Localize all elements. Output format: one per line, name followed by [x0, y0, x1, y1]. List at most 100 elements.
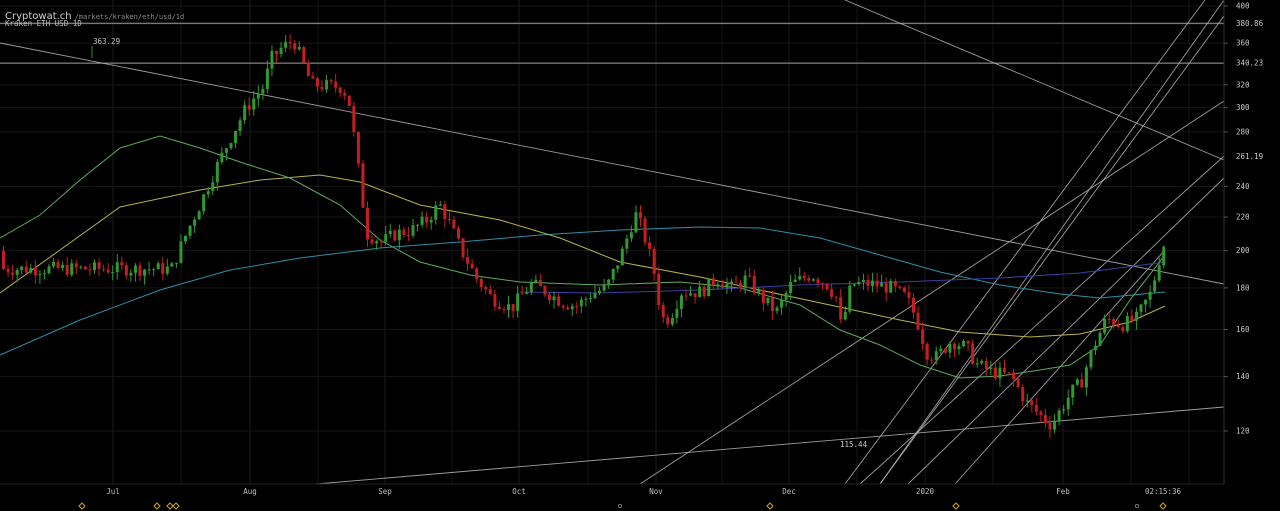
candle-body — [811, 279, 815, 281]
candle-body — [679, 295, 683, 309]
candle-body — [270, 50, 274, 69]
candle-body — [752, 275, 756, 293]
event-marker-diamond — [153, 502, 161, 510]
candle-body — [1030, 400, 1034, 405]
candle-body — [880, 283, 884, 287]
candle-body — [570, 306, 574, 310]
candle-body — [789, 281, 793, 294]
price-axis-label: 140 — [1236, 372, 1250, 381]
candle-body — [1012, 372, 1016, 380]
candle-body — [343, 92, 347, 96]
candle-body — [839, 297, 843, 320]
site-title[interactable]: Cryptowat.ch — [5, 11, 72, 22]
candle-body — [275, 50, 278, 54]
candle-body — [111, 272, 115, 274]
candle-body — [538, 279, 542, 287]
candle-body — [434, 205, 438, 220]
candle-body — [1144, 299, 1148, 305]
candle-body — [1157, 265, 1161, 281]
candle-body — [338, 87, 342, 93]
candle-body — [520, 293, 524, 295]
candle-body — [962, 340, 966, 347]
candle-body — [607, 279, 611, 285]
candle-body — [320, 86, 324, 90]
candle-body — [593, 292, 597, 299]
candle-body — [261, 88, 265, 94]
candle-body — [88, 269, 92, 271]
candle-body — [784, 293, 788, 300]
candle-body — [875, 280, 879, 287]
candle-body — [529, 282, 533, 293]
candle-body — [366, 207, 369, 240]
candle-body — [1121, 327, 1125, 332]
candle-body — [370, 239, 374, 244]
candle-body — [161, 263, 165, 274]
candle-body — [734, 281, 738, 283]
candle-body — [543, 286, 547, 295]
candle-body — [1116, 325, 1120, 328]
candle-body — [361, 163, 365, 208]
candle-body — [807, 278, 811, 281]
candle-body — [315, 78, 319, 87]
trend-line — [879, 15, 1225, 485]
candle-body — [948, 343, 952, 353]
candle-body — [1007, 372, 1011, 374]
candle-body — [916, 312, 920, 330]
candle-body — [416, 224, 420, 226]
candle-body — [588, 298, 592, 300]
candle-body — [575, 306, 579, 308]
trend-line — [907, 177, 1225, 485]
candle-body — [557, 296, 561, 306]
candle-body — [743, 275, 747, 288]
moving-average-green — [0, 135, 1166, 379]
candle-body — [65, 264, 69, 275]
candle-body — [61, 264, 65, 269]
candle-body — [120, 262, 124, 266]
candlesticks — [2, 34, 1166, 438]
candle-body — [215, 162, 219, 183]
candle-body — [470, 263, 474, 269]
candle-body — [93, 262, 96, 271]
candle-body — [252, 98, 256, 110]
trend-line — [844, 0, 1225, 161]
candle-body — [898, 286, 902, 288]
current-time-label: 02:15:36 — [1145, 487, 1182, 496]
candle-body — [197, 211, 201, 220]
candle-body — [966, 340, 970, 344]
candle-body — [871, 280, 875, 287]
candle-body — [1130, 316, 1134, 321]
price-axis-label: 240 — [1236, 182, 1250, 191]
candle-body — [861, 279, 865, 283]
candle-body — [356, 132, 360, 164]
candle-body — [584, 298, 588, 300]
candle-body — [234, 130, 238, 144]
candle-body — [934, 351, 938, 361]
candle-body — [507, 304, 511, 311]
candle-body — [1134, 311, 1138, 321]
level-price-label: 380.86 — [1236, 19, 1264, 28]
price-axis-label: 160 — [1236, 325, 1250, 334]
candle-body — [247, 105, 251, 110]
price-axis-label: 280 — [1236, 127, 1250, 136]
candle-body — [288, 41, 292, 44]
candle-body — [852, 284, 856, 286]
candle-body — [652, 248, 656, 274]
candle-body — [579, 299, 583, 307]
candle-body — [957, 346, 961, 350]
candle-body — [238, 120, 242, 131]
candle-body — [33, 267, 37, 276]
candle-body — [711, 278, 715, 285]
candle-body — [980, 360, 984, 364]
candle-body — [1153, 280, 1157, 292]
candle-body — [830, 289, 834, 297]
trend-line — [879, 0, 1225, 485]
candle-body — [20, 266, 24, 271]
candle-body — [47, 266, 51, 274]
candle-body — [730, 281, 733, 285]
candle-body — [457, 228, 460, 239]
candle-body — [429, 219, 433, 223]
price-axis-label: 360 — [1236, 39, 1250, 48]
candle-body — [902, 287, 906, 293]
